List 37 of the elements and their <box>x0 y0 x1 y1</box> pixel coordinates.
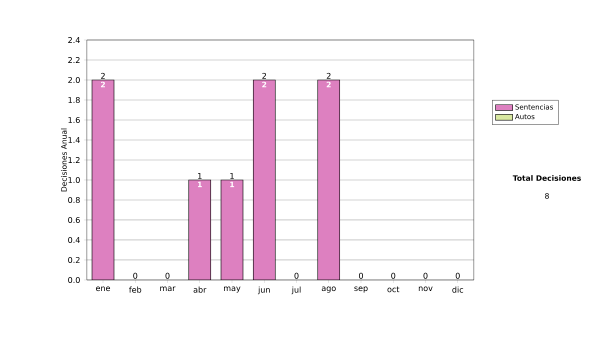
x-tick-label: ene <box>96 286 110 292</box>
total-label: 2 <box>262 72 266 79</box>
y-tick-label: 2.2 <box>68 57 80 63</box>
y-tick-label: 1.0 <box>68 176 80 184</box>
x-tick-label: oct <box>387 286 400 292</box>
x-tick-label: sep <box>354 286 368 293</box>
total-label: 0 <box>423 272 428 279</box>
total-label: 2 <box>101 72 105 79</box>
x-tick-label: ago <box>322 286 336 293</box>
total-label: 0 <box>456 272 460 279</box>
y-tick-label: 1.8 <box>68 96 80 104</box>
y-tick-label: 0.2 <box>68 256 80 264</box>
y-tick-label: 0.4 <box>68 236 80 244</box>
x-tick-label: jul <box>292 286 301 294</box>
y-tick-label: 0.6 <box>68 216 80 224</box>
total-label: 0 <box>358 272 364 279</box>
y-tick-label: 1.6 <box>68 116 80 124</box>
total-label: 1 <box>230 172 234 179</box>
x-tick-label: jun <box>258 286 270 294</box>
x-tick-label: mar <box>160 286 176 292</box>
y-tick-label: 2.4 <box>68 37 80 43</box>
x-tick-label: nov <box>418 286 433 292</box>
y-tick-label: 0.0 <box>68 276 80 284</box>
x-tick-label: dic <box>452 286 464 293</box>
x-tick-label: may <box>224 286 240 293</box>
total-label: 1 <box>198 172 202 179</box>
x-tick-label: abr <box>194 286 206 293</box>
total-label: 2 <box>326 72 330 79</box>
y-tick-label: 1.2 <box>68 157 80 163</box>
total-label: 0 <box>165 272 170 279</box>
y-tick-label: 1.4 <box>68 137 80 143</box>
total-label: 0 <box>294 272 299 279</box>
total-label: 0 <box>391 272 396 279</box>
y-tick-label: 2.0 <box>68 76 80 84</box>
y-tick-label: 0.8 <box>68 196 80 204</box>
total-label: 0 <box>133 272 138 279</box>
x-tick-label: feb <box>129 286 142 293</box>
